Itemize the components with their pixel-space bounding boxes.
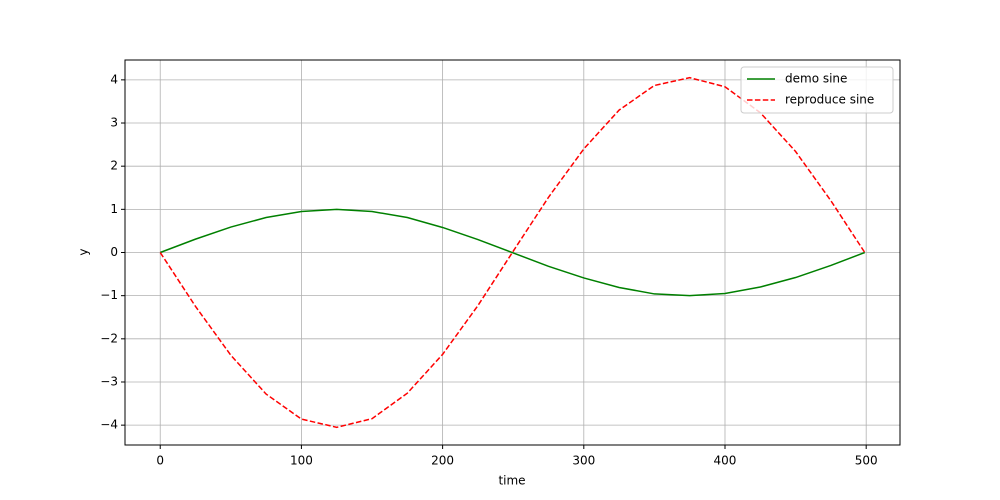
y-tick-label: 1 bbox=[110, 202, 118, 216]
x-tick-label: 200 bbox=[431, 454, 454, 468]
plot-frame bbox=[124, 59, 901, 446]
series-line bbox=[159, 76, 866, 429]
y-tick-label: 2 bbox=[110, 159, 118, 173]
y-tick-label: 0 bbox=[110, 245, 118, 259]
legend-label: demo sine bbox=[785, 72, 847, 86]
x-tick-label: 0 bbox=[156, 454, 164, 468]
legend-box bbox=[740, 66, 894, 114]
legend-label: reproduce sine bbox=[785, 93, 874, 107]
x-axis-label: time bbox=[498, 474, 525, 488]
y-tick-label: −1 bbox=[100, 288, 118, 302]
x-tick-label: 100 bbox=[290, 454, 313, 468]
series-line bbox=[159, 208, 866, 297]
y-tick-label: −3 bbox=[100, 374, 118, 388]
x-tick-label: 400 bbox=[714, 454, 737, 468]
y-tick-label: −4 bbox=[100, 418, 118, 432]
y-axis-label: y bbox=[77, 248, 91, 255]
y-tick-label: 4 bbox=[110, 72, 118, 86]
y-tick-label: 3 bbox=[110, 116, 118, 130]
x-tick-label: 500 bbox=[855, 454, 878, 468]
y-tick-label: −2 bbox=[100, 331, 118, 345]
x-tick-label: 300 bbox=[572, 454, 595, 468]
